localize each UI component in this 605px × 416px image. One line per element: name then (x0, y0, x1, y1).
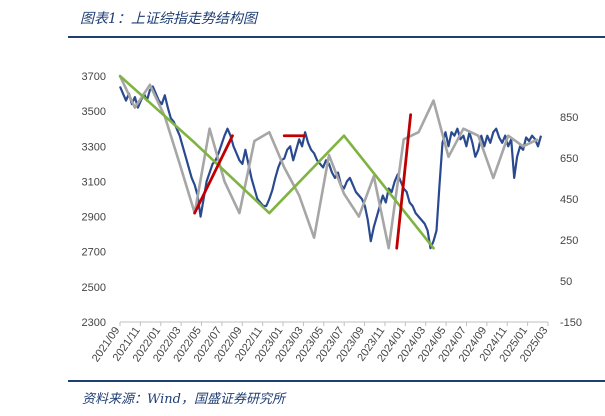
down_trend-segment-3 (342, 134, 435, 250)
y-tick-label-left-0: 2300 (82, 317, 106, 329)
y-tick-label-left-1: 2500 (82, 282, 106, 294)
y-tick-label-left-4: 3100 (82, 176, 106, 188)
swing-line (118, 75, 539, 250)
down_trend-segment-0 (118, 74, 196, 145)
y-tick-label-right-1: 50 (560, 276, 572, 288)
plot-area (118, 74, 543, 250)
down_trend-segment-1 (193, 141, 271, 215)
y-tick-label-right-0: -150 (560, 317, 582, 329)
top-rule (68, 36, 605, 38)
chart-title: 图表1：上证综指走势结构图 (80, 11, 257, 27)
y-tick-label-right-2: 250 (560, 235, 578, 247)
y-tick-label-left-7: 3700 (82, 71, 106, 83)
bottom-rule (68, 380, 605, 382)
index-line (118, 85, 543, 250)
y-tick-label-left-6: 3500 (82, 106, 106, 118)
y-tick-label-right-3: 450 (560, 194, 578, 206)
y-tick-label-left-3: 2900 (82, 212, 106, 224)
y-tick-label-left-5: 3300 (82, 141, 106, 153)
chart-svg: 2300 2500 2700 2900 3100 3300 3500 3700 -150 50 2… (82, 71, 583, 364)
y-tick-label-left-2: 2700 (82, 247, 106, 259)
left-axis: 2300 2500 2700 2900 3100 3300 3500 3700 (82, 71, 106, 329)
x-axis: 2021/092021/112022/012022/032022/052022/… (90, 321, 550, 364)
y-tick-label-right-5: 850 (560, 112, 578, 124)
right-axis: -150 50 250 450 650 850 (560, 112, 582, 329)
up_trend-segment-4 (395, 113, 413, 250)
y-tick-label-right-4: 650 (560, 153, 578, 165)
up_trend-segment-0 (193, 134, 234, 215)
down_trend-segment-2 (268, 134, 346, 215)
source-note: 资料来源：Wind，国盛证券研究所 (82, 392, 285, 407)
